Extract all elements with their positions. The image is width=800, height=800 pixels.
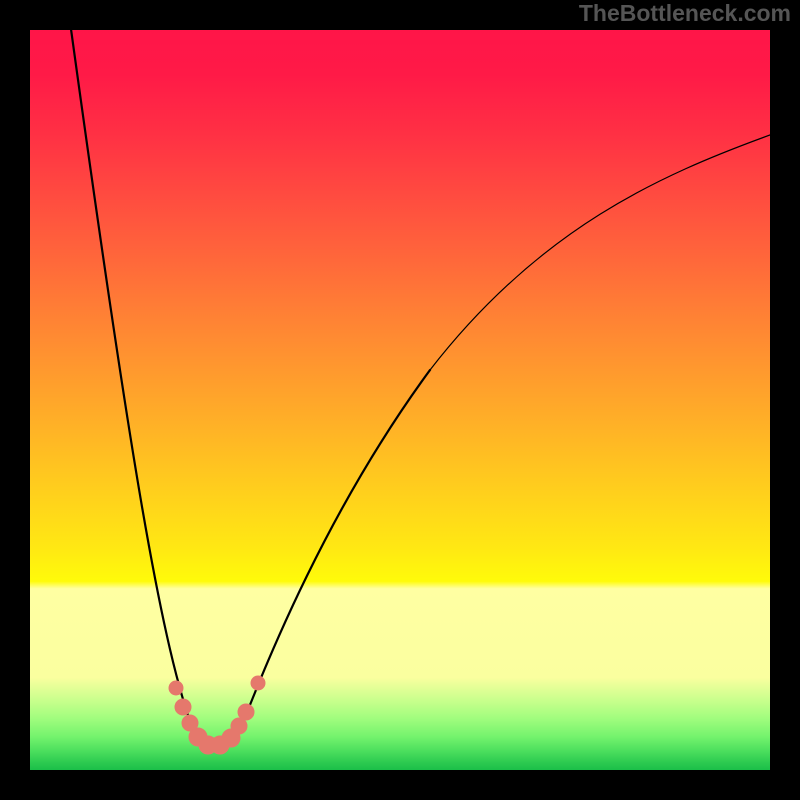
- gradient-background: [30, 30, 770, 770]
- watermark-text: TheBottleneck.com: [579, 0, 791, 27]
- plot-area: [30, 30, 770, 770]
- chart-frame: TheBottleneck.com: [0, 0, 800, 800]
